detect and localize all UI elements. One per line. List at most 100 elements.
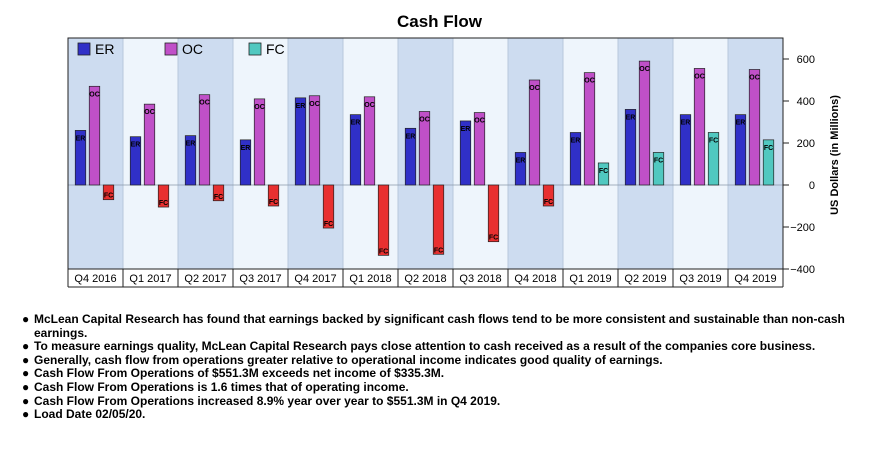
- note-item: ● To measure earnings quality, McLean Cap…: [22, 339, 816, 354]
- bar-label: OC: [309, 101, 320, 108]
- bar-oc-q3-2019: [693, 68, 706, 186]
- y-tick-label: 600: [797, 54, 815, 66]
- legend-swatch-fc: [248, 42, 262, 56]
- bar-label: FC: [324, 221, 333, 228]
- bar-er-q4-2016: [74, 130, 87, 186]
- bar-label: ER: [76, 135, 86, 142]
- bar-fc-q1-2018: [377, 184, 390, 256]
- legend-label-er: ER: [95, 41, 114, 57]
- bar-fc-q2-2019: [652, 152, 665, 186]
- bar-er-q2-2019: [624, 109, 637, 186]
- bar-label: FC: [654, 157, 663, 164]
- bar-label: FC: [159, 200, 168, 207]
- legend-swatch-er: [77, 42, 91, 56]
- bar-oc-q2-2018: [418, 111, 431, 186]
- bar-er-q4-2018: [514, 152, 527, 186]
- bar-label: ER: [131, 142, 141, 149]
- bar-label: FC: [214, 194, 223, 201]
- bar-label: OC: [584, 78, 595, 85]
- legend-label-fc: FC: [266, 41, 285, 57]
- y-tick-label: 400: [797, 96, 815, 108]
- bar-er-q3-2018: [459, 120, 472, 186]
- bar-er-q4-2017: [294, 97, 307, 186]
- bar-label: FC: [104, 193, 113, 200]
- notes-list: ● McLean Capital Research has found that …: [22, 312, 872, 422]
- note-item: ● Load Date 02/05/20.: [22, 407, 146, 422]
- bar-label: ER: [626, 114, 636, 121]
- chart-title: Cash Flow: [396, 12, 482, 31]
- y-tick-label: 0: [809, 180, 815, 192]
- bar-fc-q2-2018: [432, 184, 445, 255]
- y-tick-label: 200: [797, 138, 815, 150]
- plot-border: [67, 37, 784, 270]
- bullet-icon: ●: [22, 312, 30, 326]
- bar-label: OC: [364, 102, 375, 109]
- bar-fc-q4-2016: [102, 184, 115, 201]
- bar-label: FC: [269, 199, 278, 206]
- bar-label: FC: [379, 248, 388, 255]
- bar-label: ER: [296, 103, 306, 110]
- bullet-icon: ●: [22, 379, 30, 394]
- bar-label: OC: [144, 109, 155, 116]
- bullet-icon: ●: [22, 393, 30, 408]
- bar-label: OC: [419, 117, 430, 124]
- bar-oc-q1-2019: [583, 72, 596, 186]
- bar-fc-q3-2019: [707, 132, 720, 186]
- y-axis: −400 −200 0 200 400 600: [783, 54, 815, 276]
- x-tick-label: Q2 2018: [404, 273, 446, 285]
- bar-er-q3-2019: [679, 114, 692, 186]
- note-item: ● Cash Flow From Operations of $551.3M ex…: [22, 366, 445, 381]
- y-tick-label: −200: [790, 222, 815, 234]
- bar-oc-q4-2019: [748, 69, 761, 186]
- bar-label: ER: [351, 120, 361, 127]
- bar-oc-q1-2018: [363, 96, 376, 186]
- bar-label: FC: [434, 247, 443, 254]
- bar-oc-q4-2016: [88, 85, 101, 186]
- x-tick-label: Q3 2017: [239, 273, 281, 285]
- bar-label: ER: [461, 126, 471, 133]
- legend-swatch-oc: [164, 42, 178, 56]
- bar-label: ER: [681, 120, 691, 127]
- bar-label: OC: [474, 118, 485, 125]
- bar-er-q1-2018: [349, 114, 362, 186]
- bar-er-q2-2018: [404, 127, 417, 186]
- y-tick-label: −400: [790, 264, 815, 276]
- bullet-icon: ●: [22, 366, 30, 381]
- bar-label: ER: [186, 141, 196, 148]
- x-tick-label: Q2 2019: [624, 273, 666, 285]
- bar-er-q2-2017: [184, 135, 197, 186]
- bar-er-q1-2017: [129, 136, 142, 186]
- bar-fc-q4-2018: [542, 184, 555, 207]
- bar-fc-q3-2017: [267, 184, 280, 207]
- note-item: ● McLean Capital Research has found that …: [22, 312, 845, 340]
- bar-label: ER: [406, 133, 416, 140]
- bar-oc-q2-2019: [638, 60, 651, 186]
- bar-label: OC: [529, 85, 540, 92]
- bar-oc-q3-2018: [473, 112, 486, 186]
- bar-label: OC: [639, 66, 650, 73]
- bar-label: FC: [599, 168, 608, 175]
- x-tick-label: Q4 2019: [734, 273, 776, 285]
- bar-oc-q3-2017: [253, 98, 266, 186]
- bar-oc-q4-2017: [308, 95, 321, 186]
- note-item: ● Cash Flow From Operations is 1.6 times …: [22, 379, 409, 394]
- bar-label: OC: [749, 75, 760, 82]
- bar-fc-q2-2017: [212, 184, 225, 202]
- bar-oc-q2-2017: [198, 94, 211, 186]
- bar-fc-q1-2019: [597, 162, 610, 186]
- bar-oc-q4-2018: [528, 79, 541, 186]
- bullet-icon: ●: [22, 339, 30, 354]
- bar-label: OC: [89, 91, 100, 98]
- x-tick-label: Q1 2018: [349, 273, 391, 285]
- legend: ER OC FC: [77, 41, 285, 57]
- x-tick-label: Q4 2016: [74, 273, 116, 285]
- bar-label: OC: [199, 100, 210, 107]
- bar-label: FC: [544, 199, 553, 206]
- bar-fc-q3-2018: [487, 184, 500, 243]
- bullet-icon: ●: [22, 352, 30, 367]
- note-item: ● Generally, cash flow from operations gr…: [22, 352, 663, 367]
- bar-label: FC: [764, 145, 773, 152]
- x-tick-label: Q1 2019: [569, 273, 611, 285]
